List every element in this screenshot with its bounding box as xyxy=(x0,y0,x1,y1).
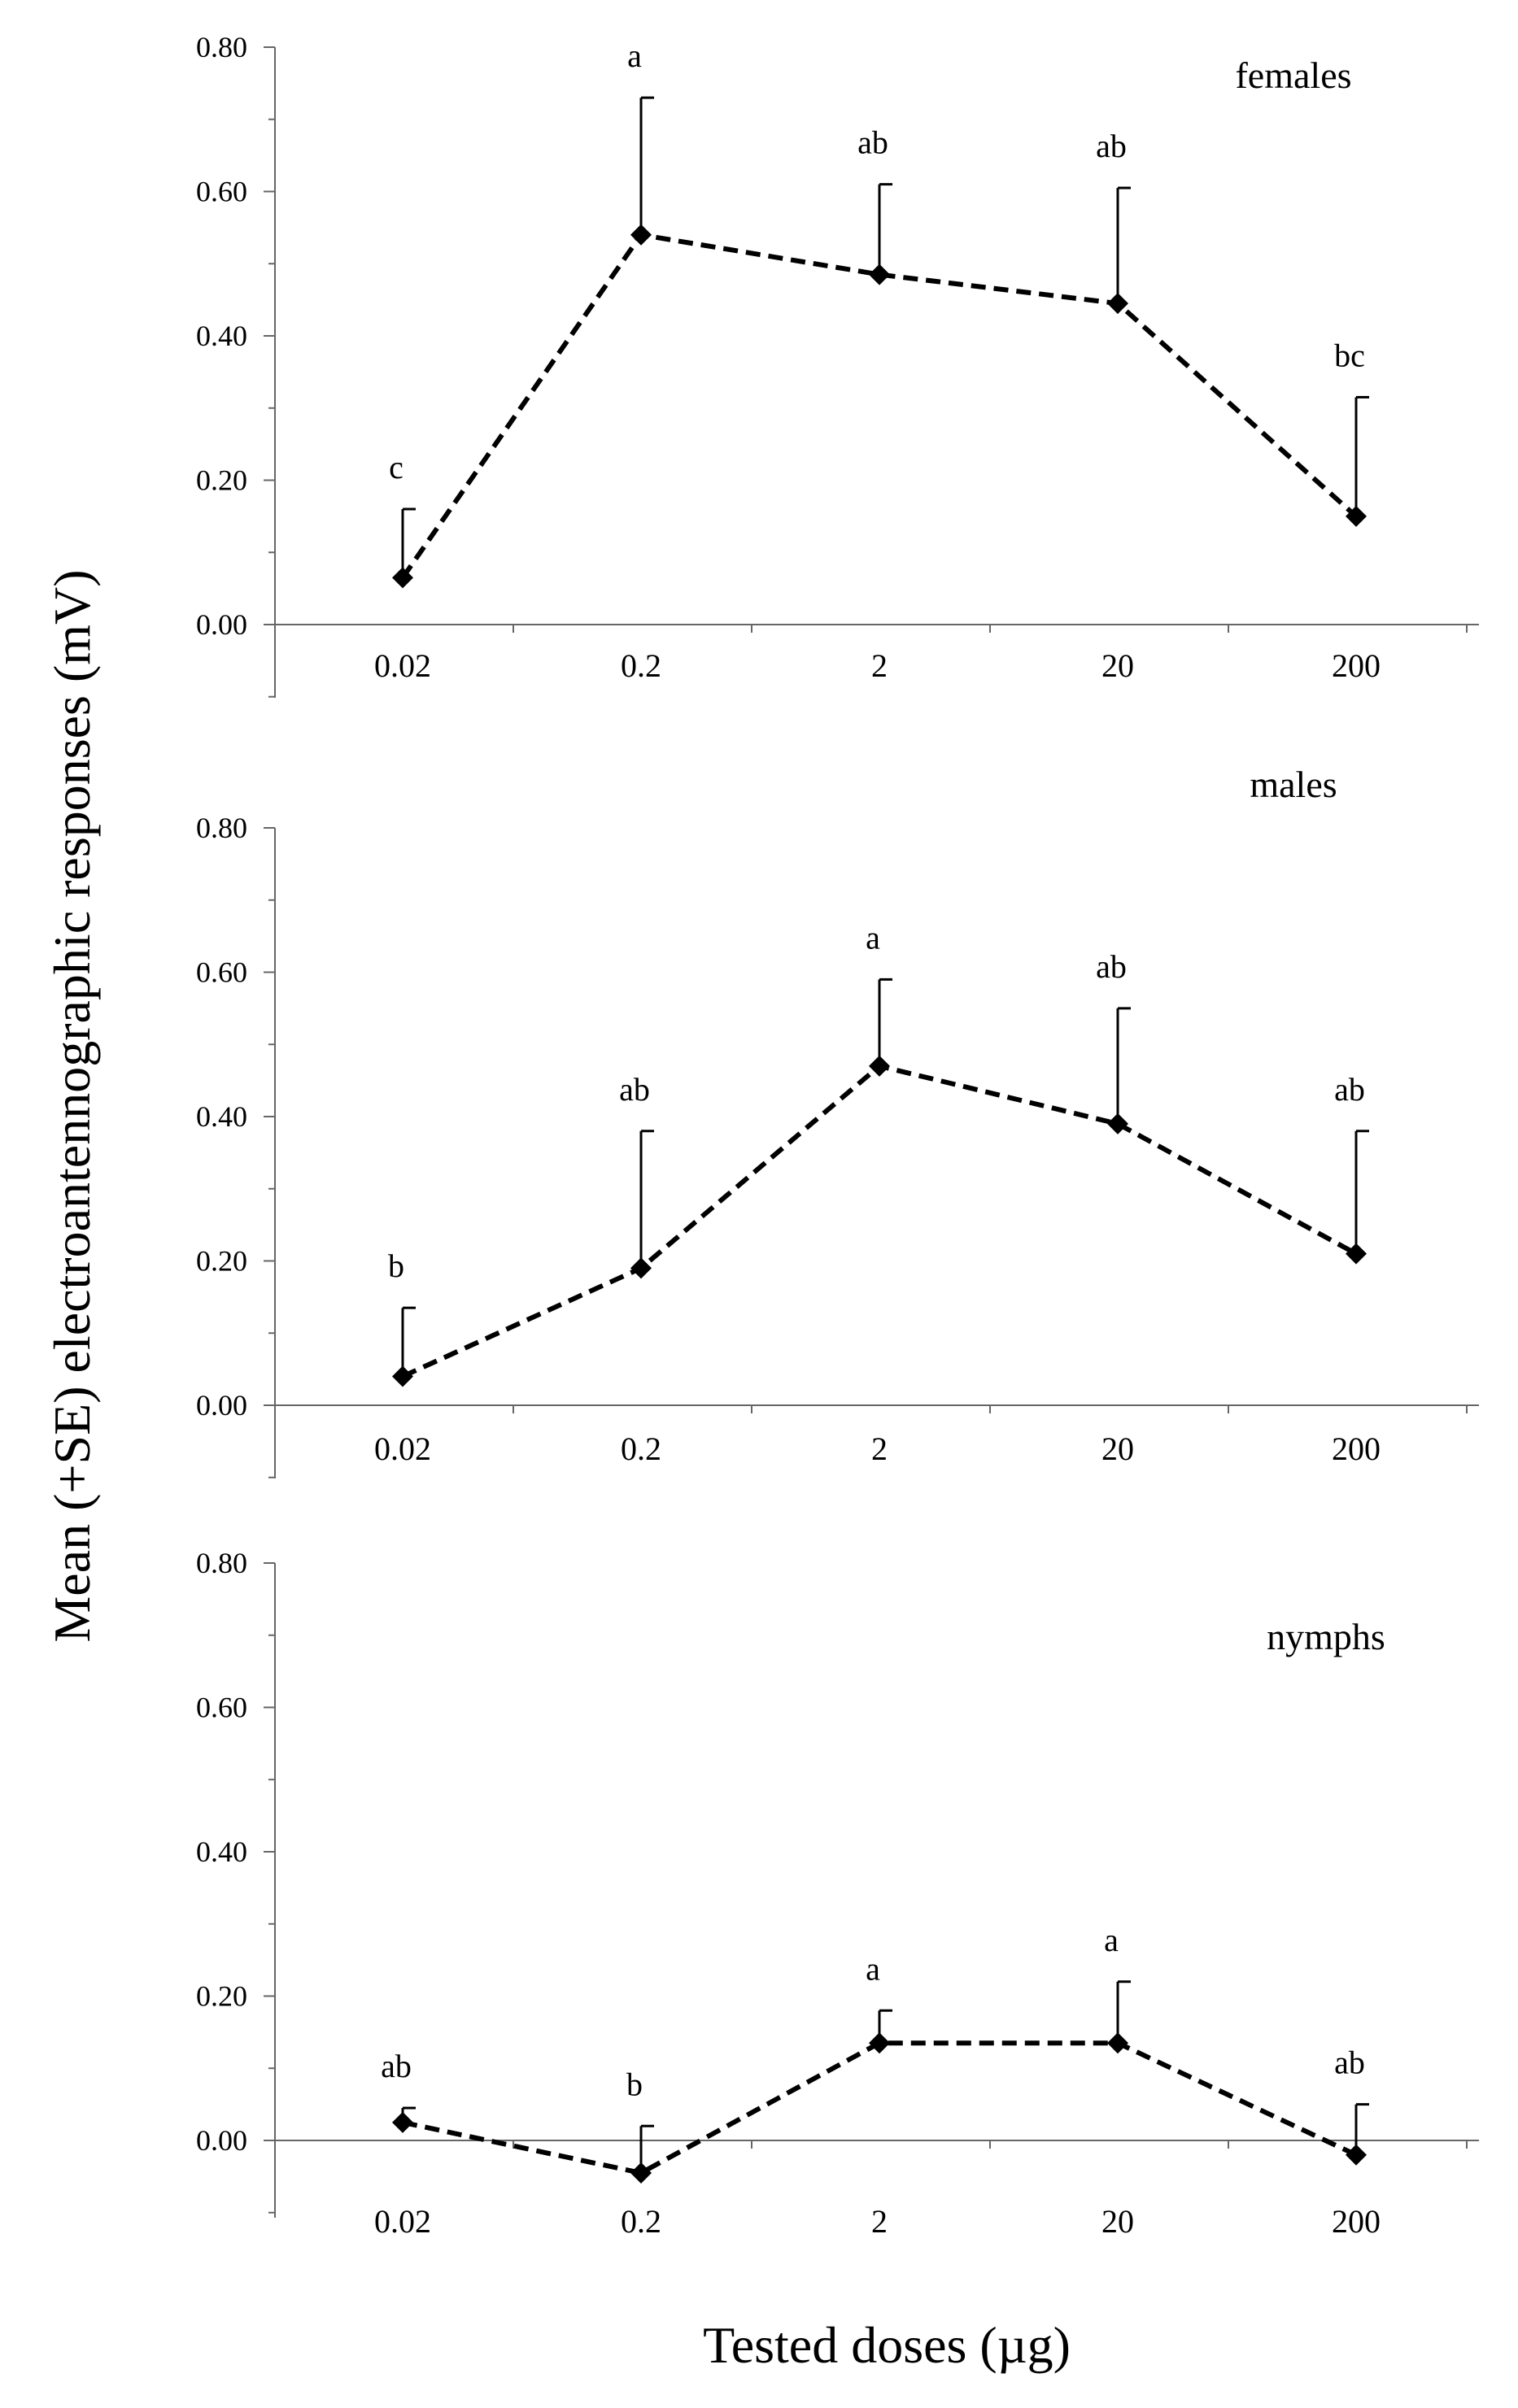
data-point xyxy=(392,567,413,589)
significance-label: c xyxy=(389,449,403,486)
x-tick-label: 0.2 xyxy=(621,1430,661,1467)
x-tick-label: 0.2 xyxy=(621,2203,661,2240)
panel-label: females xyxy=(1235,54,1351,96)
y-tick-label: 0.00 xyxy=(196,1389,247,1422)
x-tick-label: 2 xyxy=(871,1430,888,1467)
x-tick-label: 200 xyxy=(1332,1430,1381,1467)
significance-label: a xyxy=(627,37,642,74)
x-tick-label: 2 xyxy=(871,647,888,684)
x-tick-label: 200 xyxy=(1332,647,1381,684)
series-line xyxy=(400,232,1358,580)
y-tick-label: 0.20 xyxy=(196,464,247,497)
data-point xyxy=(630,1257,652,1279)
significance-label: a xyxy=(1104,1922,1119,1958)
data-point xyxy=(1107,1113,1128,1134)
y-tick-label: 0.40 xyxy=(196,320,247,352)
data-point xyxy=(869,263,890,285)
x-tick-label: 0.02 xyxy=(374,2203,431,2240)
y-tick-label: 0.60 xyxy=(196,956,247,989)
data-point xyxy=(392,1365,413,1387)
y-tick-label: 0.80 xyxy=(196,31,247,63)
data-point xyxy=(1107,293,1128,315)
y-tick-label: 0.20 xyxy=(196,1980,247,2013)
panel-males: 0.00 0.20 0.40 0.60 0.80 0.02 0.2 2 20 200 b ab a ab a… xyxy=(196,764,1479,1478)
x-axis-title: Tested doses (µg) xyxy=(703,2316,1071,2374)
data-point xyxy=(869,1055,890,1077)
significance-label: a xyxy=(866,1950,880,1987)
y-tick-label: 0.80 xyxy=(196,812,247,844)
y-tick-label: 0.60 xyxy=(196,176,247,208)
x-tick-label: 0.02 xyxy=(374,647,431,684)
data-point xyxy=(630,224,652,246)
y-tick-label: 0.40 xyxy=(196,1100,247,1133)
x-tick-label: 200 xyxy=(1332,2203,1381,2240)
panel-label: males xyxy=(1250,764,1337,805)
series-line xyxy=(401,1063,1358,1379)
significance-label: a xyxy=(866,919,880,956)
data-point xyxy=(869,2032,890,2054)
y-tick-label: 0.40 xyxy=(196,1835,247,1868)
significance-label: b xyxy=(388,1248,404,1284)
significance-label: ab xyxy=(857,124,888,161)
y-tick-label: 0.60 xyxy=(196,1692,247,1724)
panel-label: nymphs xyxy=(1267,1616,1385,1657)
y-tick-label: 0.80 xyxy=(196,1547,247,1579)
significance-label: ab xyxy=(1334,2044,1365,2081)
significance-label: ab xyxy=(1096,948,1127,985)
data-point xyxy=(1346,505,1367,527)
significance-label: ab xyxy=(1096,128,1127,164)
data-point xyxy=(630,2162,652,2184)
panel-nymphs: 0.00 0.20 0.40 0.60 0.80 0.02 0.2 2 20 200 ab b a a ab… xyxy=(196,1547,1479,2240)
data-point xyxy=(1107,2032,1128,2054)
panel-females: 0.00 0.20 0.40 0.60 0.80 0.02 0.2 2 20 200 c a ab ab b… xyxy=(196,31,1479,698)
x-tick-label: 2 xyxy=(871,2203,888,2240)
x-tick-label: 0.2 xyxy=(621,647,661,684)
x-tick-label: 0.02 xyxy=(374,1430,431,1467)
significance-label: ab xyxy=(381,2048,412,2084)
x-tick-label: 20 xyxy=(1101,2203,1134,2240)
x-tick-label: 20 xyxy=(1101,647,1134,684)
y-axis-title: Mean (+SE) electroantennographic respons… xyxy=(43,569,101,1642)
significance-label: bc xyxy=(1334,337,1365,373)
y-tick-label: 0.00 xyxy=(196,2124,247,2157)
significance-label: b xyxy=(626,2066,643,2102)
y-tick-label: 0.20 xyxy=(196,1245,247,1278)
y-tick-label: 0.00 xyxy=(196,608,247,641)
series-line xyxy=(402,2040,1358,2176)
x-tick-label: 20 xyxy=(1101,1430,1134,1467)
significance-label: ab xyxy=(1334,1071,1365,1108)
data-point xyxy=(1346,2144,1367,2166)
data-point xyxy=(1346,1243,1367,1265)
significance-label: ab xyxy=(619,1071,650,1108)
data-point xyxy=(392,2111,413,2133)
